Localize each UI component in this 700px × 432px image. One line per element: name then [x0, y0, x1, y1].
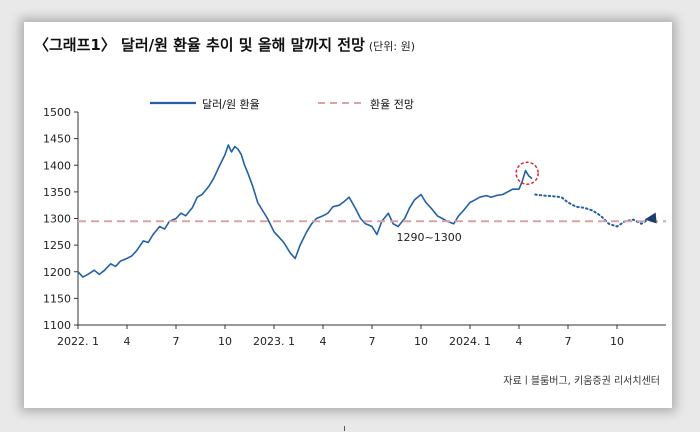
y-tick-label: 1200 — [43, 266, 71, 279]
y-tick-label: 1400 — [43, 159, 71, 172]
y-tick-label: 1450 — [43, 133, 71, 146]
highlight-circle — [515, 161, 539, 185]
y-tick-label: 1350 — [43, 186, 71, 199]
chart-title-text: 〈그래프1〉 달러/원 환율 추이 및 올해 말까지 전망 — [34, 36, 365, 54]
band-annotation-label: 1290~1300 — [397, 231, 462, 244]
x-tick-label: 7 — [173, 335, 180, 348]
chart-card — [24, 22, 672, 408]
x-tick-label: 4 — [516, 335, 523, 348]
y-tick-label: 1300 — [43, 213, 71, 226]
x-tick-label: 10 — [610, 335, 624, 348]
x-tick-label: 4 — [320, 335, 327, 348]
y-tick-label: 1100 — [43, 319, 71, 332]
x-tick-label: 10 — [414, 335, 428, 348]
projection-arrowhead — [644, 212, 657, 224]
legend-label-forecast: 환율 전망 — [370, 98, 414, 111]
y-tick-label: 1250 — [43, 239, 71, 252]
x-tick-label: 4 — [124, 335, 131, 348]
x-tick-label: 10 — [218, 335, 232, 348]
x-tick-label: 2023. 1 — [253, 335, 295, 348]
x-tick-label: 2022. 1 — [57, 335, 99, 348]
legend-label-exchange-rate: 달러/원 환율 — [202, 98, 260, 111]
bottom-mark — [344, 426, 345, 431]
y-tick-label: 1150 — [43, 292, 71, 305]
source-note: 자료ㅣ블룸버그, 키움증권 리서치센터 — [503, 376, 660, 387]
unit-label: (단위: 원) — [368, 40, 416, 53]
series-line-exchange-rate — [77, 144, 533, 278]
x-tick-label: 7 — [565, 335, 572, 348]
chart-title: 〈그래프1〉 달러/원 환율 추이 및 올해 말까지 전망 (단위: 원) — [34, 34, 415, 55]
x-tick-label: 7 — [369, 335, 376, 348]
series-line-projection — [534, 193, 651, 228]
x-tick-label: 2024. 1 — [449, 335, 491, 348]
y-tick-label: 1500 — [43, 106, 71, 119]
